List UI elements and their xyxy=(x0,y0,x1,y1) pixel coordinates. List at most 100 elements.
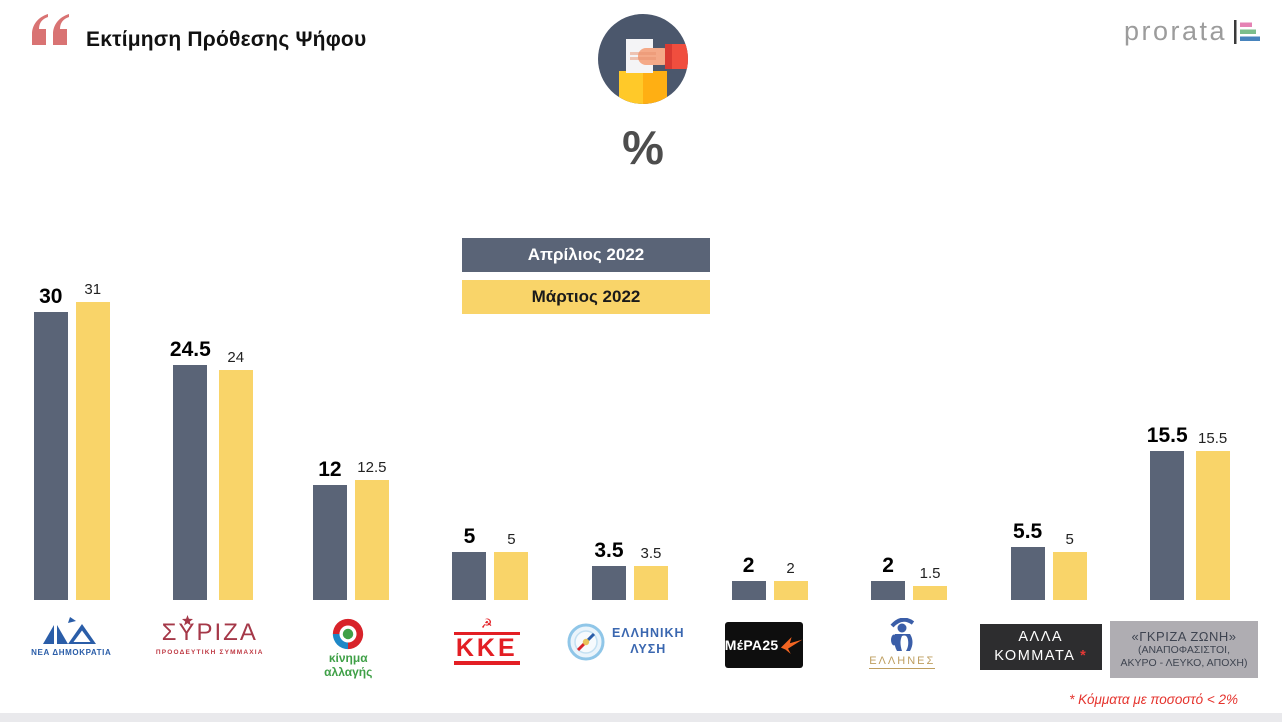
bar-pair-alla-kommata: 5.5 5 xyxy=(1010,272,1087,600)
bar-march xyxy=(1052,552,1087,600)
party-name: ΕΛΛΗΝΕΣ xyxy=(869,655,936,669)
value-label-april: 5.5 xyxy=(1013,520,1043,544)
party-logo-kke: ☭ ΚΚΕ xyxy=(418,608,557,708)
party-group-kinal: 12 12.5 xyxy=(281,272,421,600)
slide-bottom-strip xyxy=(0,713,1282,722)
value-label-april: 24.5 xyxy=(169,337,211,361)
nd-triangles-icon xyxy=(43,617,97,644)
kke-bottom-bar xyxy=(453,661,520,666)
value-label-april: 2 xyxy=(882,553,894,577)
party-name-line2: ΛΥΣΗ xyxy=(630,642,667,656)
party-logo-gkriza-zoni: «ΓΚΡΙΖΑ ΖΩΝΗ» (ΑΝΑΠΟΦΑΣΙΣΤΟΙ, ΑΚΥΡΟ - ΛΕ… xyxy=(1110,608,1258,708)
value-label-march: 12.5 xyxy=(357,459,387,476)
party-group-elliniki-lysi: 3.5 3.5 xyxy=(560,272,700,600)
party-logos-row: ΝΕΑ ΔΗΜΟΚΡΑΤΙΑ ΣΥΡΙΖΑ ΠΡΟΟΔΕΥΤΙΚΗ ΣΥΜΜΑΧ… xyxy=(2,608,1258,708)
bar-pair-syriza: 24.5 24 xyxy=(170,272,253,600)
brand-chart-icon xyxy=(1234,19,1260,44)
legend-item-april: Απρίλιος 2022 xyxy=(462,238,710,272)
bar-march xyxy=(494,552,529,600)
party-name-line3: ΑΚΥΡΟ - ΛΕΥΚΟ, ΑΠΟΧΗ) xyxy=(1120,657,1248,669)
party-logo-nd: ΝΕΑ ΔΗΜΟΚΡΑΤΙΑ xyxy=(2,608,141,708)
page-title: Εκτίμηση Πρόθεσης Ψήφου xyxy=(86,28,367,51)
value-label-march: 2 xyxy=(786,559,795,577)
hero-icon-block: % xyxy=(597,13,689,171)
brand-name: prorata xyxy=(1123,16,1227,46)
bar-april xyxy=(312,484,347,600)
bar-pair-ellines: 2 1.5 xyxy=(871,272,948,600)
bar-pair-kinal: 12 12.5 xyxy=(312,272,389,600)
value-label-april: 5 xyxy=(463,525,476,548)
party-name-line1: «ΓΚΡΙΖΑ ΖΩΝΗ» xyxy=(1131,628,1237,644)
party-group-syriza: 24.5 24 xyxy=(142,272,282,600)
bar-march xyxy=(354,480,389,600)
compass-icon xyxy=(567,623,605,661)
party-logo-alla-kommata: ΑΛΛΑ ΚΟΜΜΑΤΑ * xyxy=(972,608,1111,708)
party-logo-syriza: ΣΥΡΙΖΑ ΠΡΟΟΔΕΥΤΙΚΗ ΣΥΜΜΑΧΙΑ xyxy=(141,608,280,708)
hammer-sickle-icon: ☭ xyxy=(480,617,493,632)
party-name-line1: κίνημα xyxy=(328,651,368,665)
value-label-march: 31 xyxy=(84,281,102,299)
party-logo-elliniki-lysi: ΕΛΛΗΝΙΚΗ ΛΥΣΗ xyxy=(556,608,695,708)
bar-april xyxy=(1150,451,1185,600)
bar-april xyxy=(731,580,766,600)
bar-march xyxy=(773,580,808,600)
value-label-march: 5 xyxy=(1065,531,1074,548)
value-label-march: 5 xyxy=(507,531,516,548)
bar-april xyxy=(173,364,208,600)
party-name-line2: ΚΟΜΜΑΤΑ xyxy=(994,648,1075,664)
party-group-gkriza-zoni: 15.5 15.5 xyxy=(1118,272,1258,600)
bar-pair-nd: 30 31 xyxy=(33,272,110,600)
bar-pair-gkriza-zoni: 15.5 15.5 xyxy=(1147,272,1230,600)
party-subtitle: ΠΡΟΟΔΕΥΤΙΚΗ ΣΥΜΜΑΧΙΑ xyxy=(155,649,264,657)
value-label-march: 24 xyxy=(227,348,245,366)
bar-april xyxy=(1010,547,1045,600)
bar-march xyxy=(75,302,110,600)
party-logo-ellines: ΕΛΛΗΝΕΣ xyxy=(833,608,972,708)
party-name: ΜέΡΑ25 xyxy=(724,637,779,653)
quote-icon xyxy=(32,14,69,45)
footnote: * Κόμματα με ποσοστό < 2% xyxy=(1069,692,1238,707)
bar-march xyxy=(1195,451,1230,600)
ballot-box-icon xyxy=(598,14,688,104)
bar-april xyxy=(452,552,487,600)
bar-april xyxy=(871,580,906,600)
star-icon xyxy=(181,615,193,626)
bar-march xyxy=(913,585,948,600)
value-label-april: 3.5 xyxy=(594,539,624,563)
value-label-april: 12 xyxy=(318,457,342,481)
party-name-line1: ΕΛΛΗΝΙΚΗ xyxy=(611,626,685,641)
bar-april xyxy=(591,566,626,600)
bar-pair-elliniki-lysi: 3.5 3.5 xyxy=(591,272,668,600)
party-name-line2: αλλαγής xyxy=(324,664,373,679)
party-name: ΣΥΡΙΖΑ xyxy=(161,619,258,646)
swallow-icon xyxy=(780,636,802,654)
value-label-march: 15.5 xyxy=(1198,430,1228,448)
value-label-march: 1.5 xyxy=(919,564,941,582)
party-name: ΚΚΕ xyxy=(455,634,518,662)
value-label-april: 2 xyxy=(742,553,755,577)
bar-april xyxy=(33,312,68,600)
footnote-asterisk: * xyxy=(1080,648,1088,664)
bar-march xyxy=(218,369,253,600)
kke-top-bar xyxy=(453,632,520,635)
legend: Απρίλιος 2022 Μάρτιος 2022 xyxy=(462,238,710,322)
percent-symbol: % xyxy=(622,121,664,174)
party-name: ΝΕΑ ΔΗΜΟΚΡΑΤΙΑ xyxy=(31,648,112,657)
party-group-alla-kommata: 5.5 5 xyxy=(979,272,1119,600)
value-label-april: 15.5 xyxy=(1146,424,1188,448)
legend-item-march: Μάρτιος 2022 xyxy=(462,280,710,314)
brand-logo: prorata xyxy=(1124,16,1262,47)
party-logo-mera25: ΜέΡΑ25 xyxy=(695,608,834,708)
party-name-line1: ΑΛΛΑ xyxy=(1018,629,1064,646)
party-group-nd: 30 31 xyxy=(2,272,142,600)
party-group-ellines: 2 1.5 xyxy=(839,272,979,600)
value-label-march: 3.5 xyxy=(640,545,662,563)
party-name-line2: (ΑΝΑΠΟΦΑΣΙΣΤΟΙ, xyxy=(1137,643,1231,656)
warrior-icon xyxy=(890,618,915,651)
